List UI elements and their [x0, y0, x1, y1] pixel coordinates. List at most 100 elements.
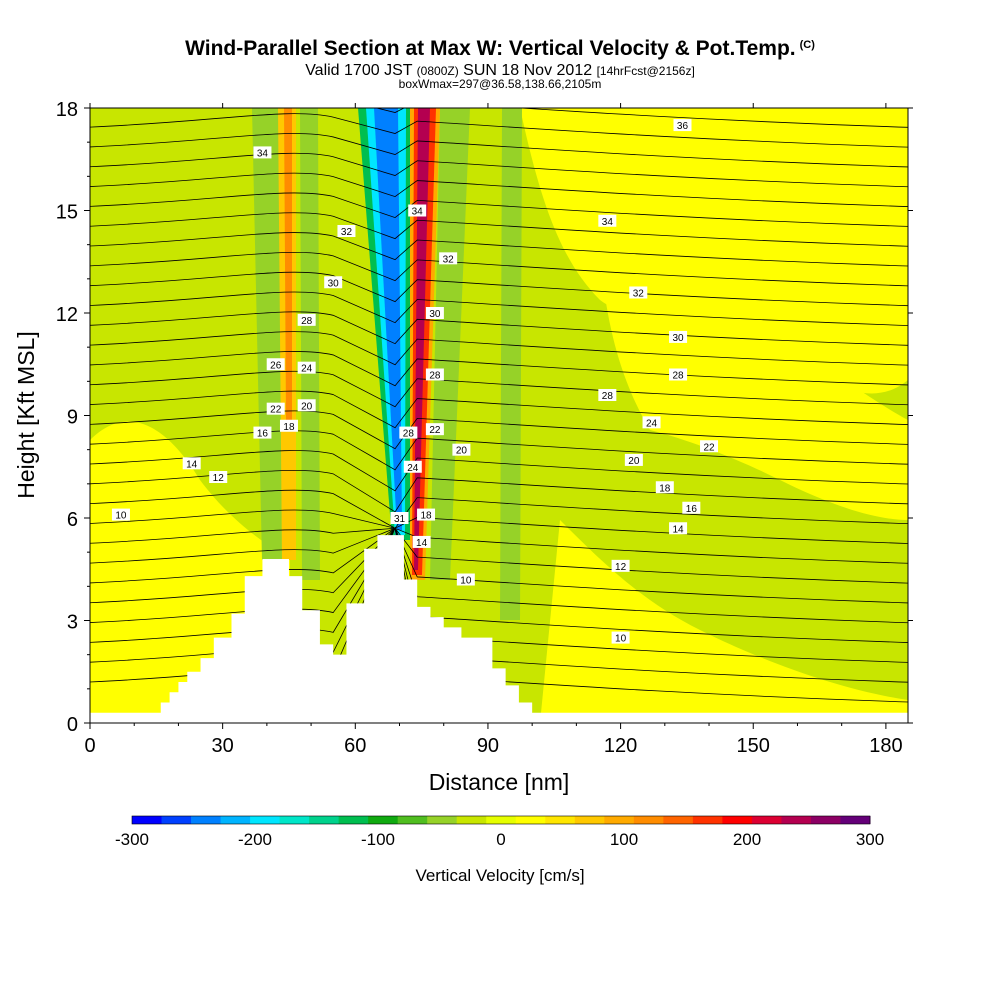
contour-label-text: 22: [703, 442, 715, 453]
valid-time-line: Valid 1700 JST (0800Z) SUN 18 Nov 2012 […: [0, 62, 1000, 80]
colorbar-tick-label: 300: [856, 830, 884, 849]
green-band-center-left: [300, 108, 320, 580]
valid-date: SUN 18 Nov 2012: [463, 62, 593, 79]
colorbar-swatch: [781, 816, 812, 824]
contour-label: 28: [598, 389, 617, 402]
contour-label-text: 14: [673, 524, 685, 535]
colorbar-swatch: [663, 816, 694, 824]
colorbar-tick-label: -100: [361, 830, 395, 849]
contour-label-text: 14: [416, 538, 428, 549]
y-tick-label: 0: [67, 714, 78, 736]
x-tick-label: 0: [84, 735, 95, 757]
contour-label-text: 10: [460, 576, 472, 587]
contour-label: 12: [209, 471, 228, 484]
contour-label: 12: [611, 559, 630, 573]
contour-label-text: 28: [429, 371, 441, 382]
y-axis-label: Height [Kft MSL]: [13, 331, 39, 498]
contour-label: 30: [324, 276, 343, 289]
contour-label-text: 28: [673, 371, 685, 382]
theta-contour-line: [90, 527, 908, 564]
y-tick-label: 9: [67, 407, 78, 429]
contour-label: 34: [253, 146, 272, 159]
colorbar-swatch: [161, 816, 192, 824]
contour-label: 36: [673, 119, 692, 132]
y-tick-label: 15: [56, 202, 78, 224]
colorbar-swatch: [810, 816, 841, 824]
colorbar-swatch: [279, 816, 310, 824]
contour-label: 24: [642, 416, 661, 429]
colorbar-swatch: [309, 816, 340, 824]
x-tick-label: 30: [212, 735, 234, 757]
contour-label-text: 32: [633, 289, 645, 300]
x-axis: 0 30 60 90 120 150 180: [84, 103, 903, 757]
contour-label-text: 32: [341, 227, 353, 238]
orange-core-left: [284, 108, 292, 420]
boxwmax-line: boxWmax=297@36.58,138.66,2105m: [398, 77, 602, 91]
theta-contour-line: [90, 331, 908, 366]
green-band-right2: [430, 108, 470, 580]
theta-contour-line: [90, 291, 908, 326]
contour-label: 14: [669, 522, 688, 535]
theta-contour-line: [90, 152, 908, 188]
contour-label: 14: [182, 457, 201, 470]
contour-label: 28: [399, 426, 418, 440]
colorbar-tick-label: -300: [115, 830, 149, 849]
colorbar-swatch: [840, 816, 871, 824]
colorbar-tick-label: 0: [496, 830, 505, 849]
colorbar-swatch: [574, 816, 605, 824]
colorbar-swatch: [132, 816, 163, 824]
colorbar-tick-label: 100: [610, 830, 638, 849]
green-band-left: [252, 108, 282, 560]
x-tick-label: 150: [737, 735, 770, 757]
theta-contour-line: [90, 133, 908, 168]
contour-label-text: 30: [429, 309, 441, 320]
valid-utc: (0800Z): [416, 64, 459, 78]
colorbar-swatch: [633, 816, 664, 824]
contour-label: 28: [425, 368, 444, 382]
contour-label-text: 12: [615, 562, 627, 573]
contour-label: 20: [297, 399, 316, 412]
contour-label-text: 34: [257, 148, 269, 159]
yellow-region-right-middle: [600, 250, 908, 520]
contour-label: 10: [456, 573, 475, 587]
copyright-mark: (C): [799, 39, 815, 51]
theta-contour-line: [90, 351, 908, 387]
theta-contour-line: [90, 172, 908, 207]
colorbar-swatch: [545, 816, 576, 824]
x-axis-label: Distance [nm]: [429, 769, 570, 795]
contour-label-text: 31: [394, 514, 406, 525]
contour-label: 20: [624, 453, 643, 467]
contour-label-text: 32: [443, 254, 455, 265]
terrain: [90, 535, 908, 723]
contour-label: 10: [611, 631, 630, 645]
colorbar-swatch: [338, 816, 369, 824]
contour-label-text: 16: [686, 504, 698, 515]
contour-label-text: 16: [257, 429, 269, 440]
x-tick-label: 90: [477, 735, 499, 757]
colorbar-swatch: [486, 816, 517, 824]
theta-contour-line: [375, 108, 908, 128]
contour-label-text: 24: [646, 418, 658, 429]
y-tick-label: 3: [67, 612, 78, 634]
x-tick-label: 60: [344, 735, 366, 757]
colorbar-frame: [131, 815, 871, 825]
contour-label-text: 14: [186, 459, 198, 470]
theta-contour-line: [90, 390, 908, 429]
colorbar-label: Vertical Velocity [cm/s]: [415, 866, 584, 885]
contour-label: 28: [297, 313, 316, 327]
contour-label-text: 10: [615, 634, 627, 645]
contour-label: 28: [669, 368, 688, 382]
theta-contour-line: [90, 212, 908, 247]
contour-label: 30: [669, 330, 688, 344]
contour-label: 22: [425, 423, 444, 436]
contour-label: 18: [655, 481, 674, 494]
y-tick-label: 12: [56, 304, 78, 326]
contour-label-text: 34: [412, 207, 424, 218]
contour-label: 32: [439, 252, 458, 265]
theta-contour-line: [90, 527, 908, 624]
contour-label-text: 12: [213, 473, 225, 484]
theta-contour-line: [90, 527, 908, 584]
x-tick-label: 120: [604, 735, 637, 757]
